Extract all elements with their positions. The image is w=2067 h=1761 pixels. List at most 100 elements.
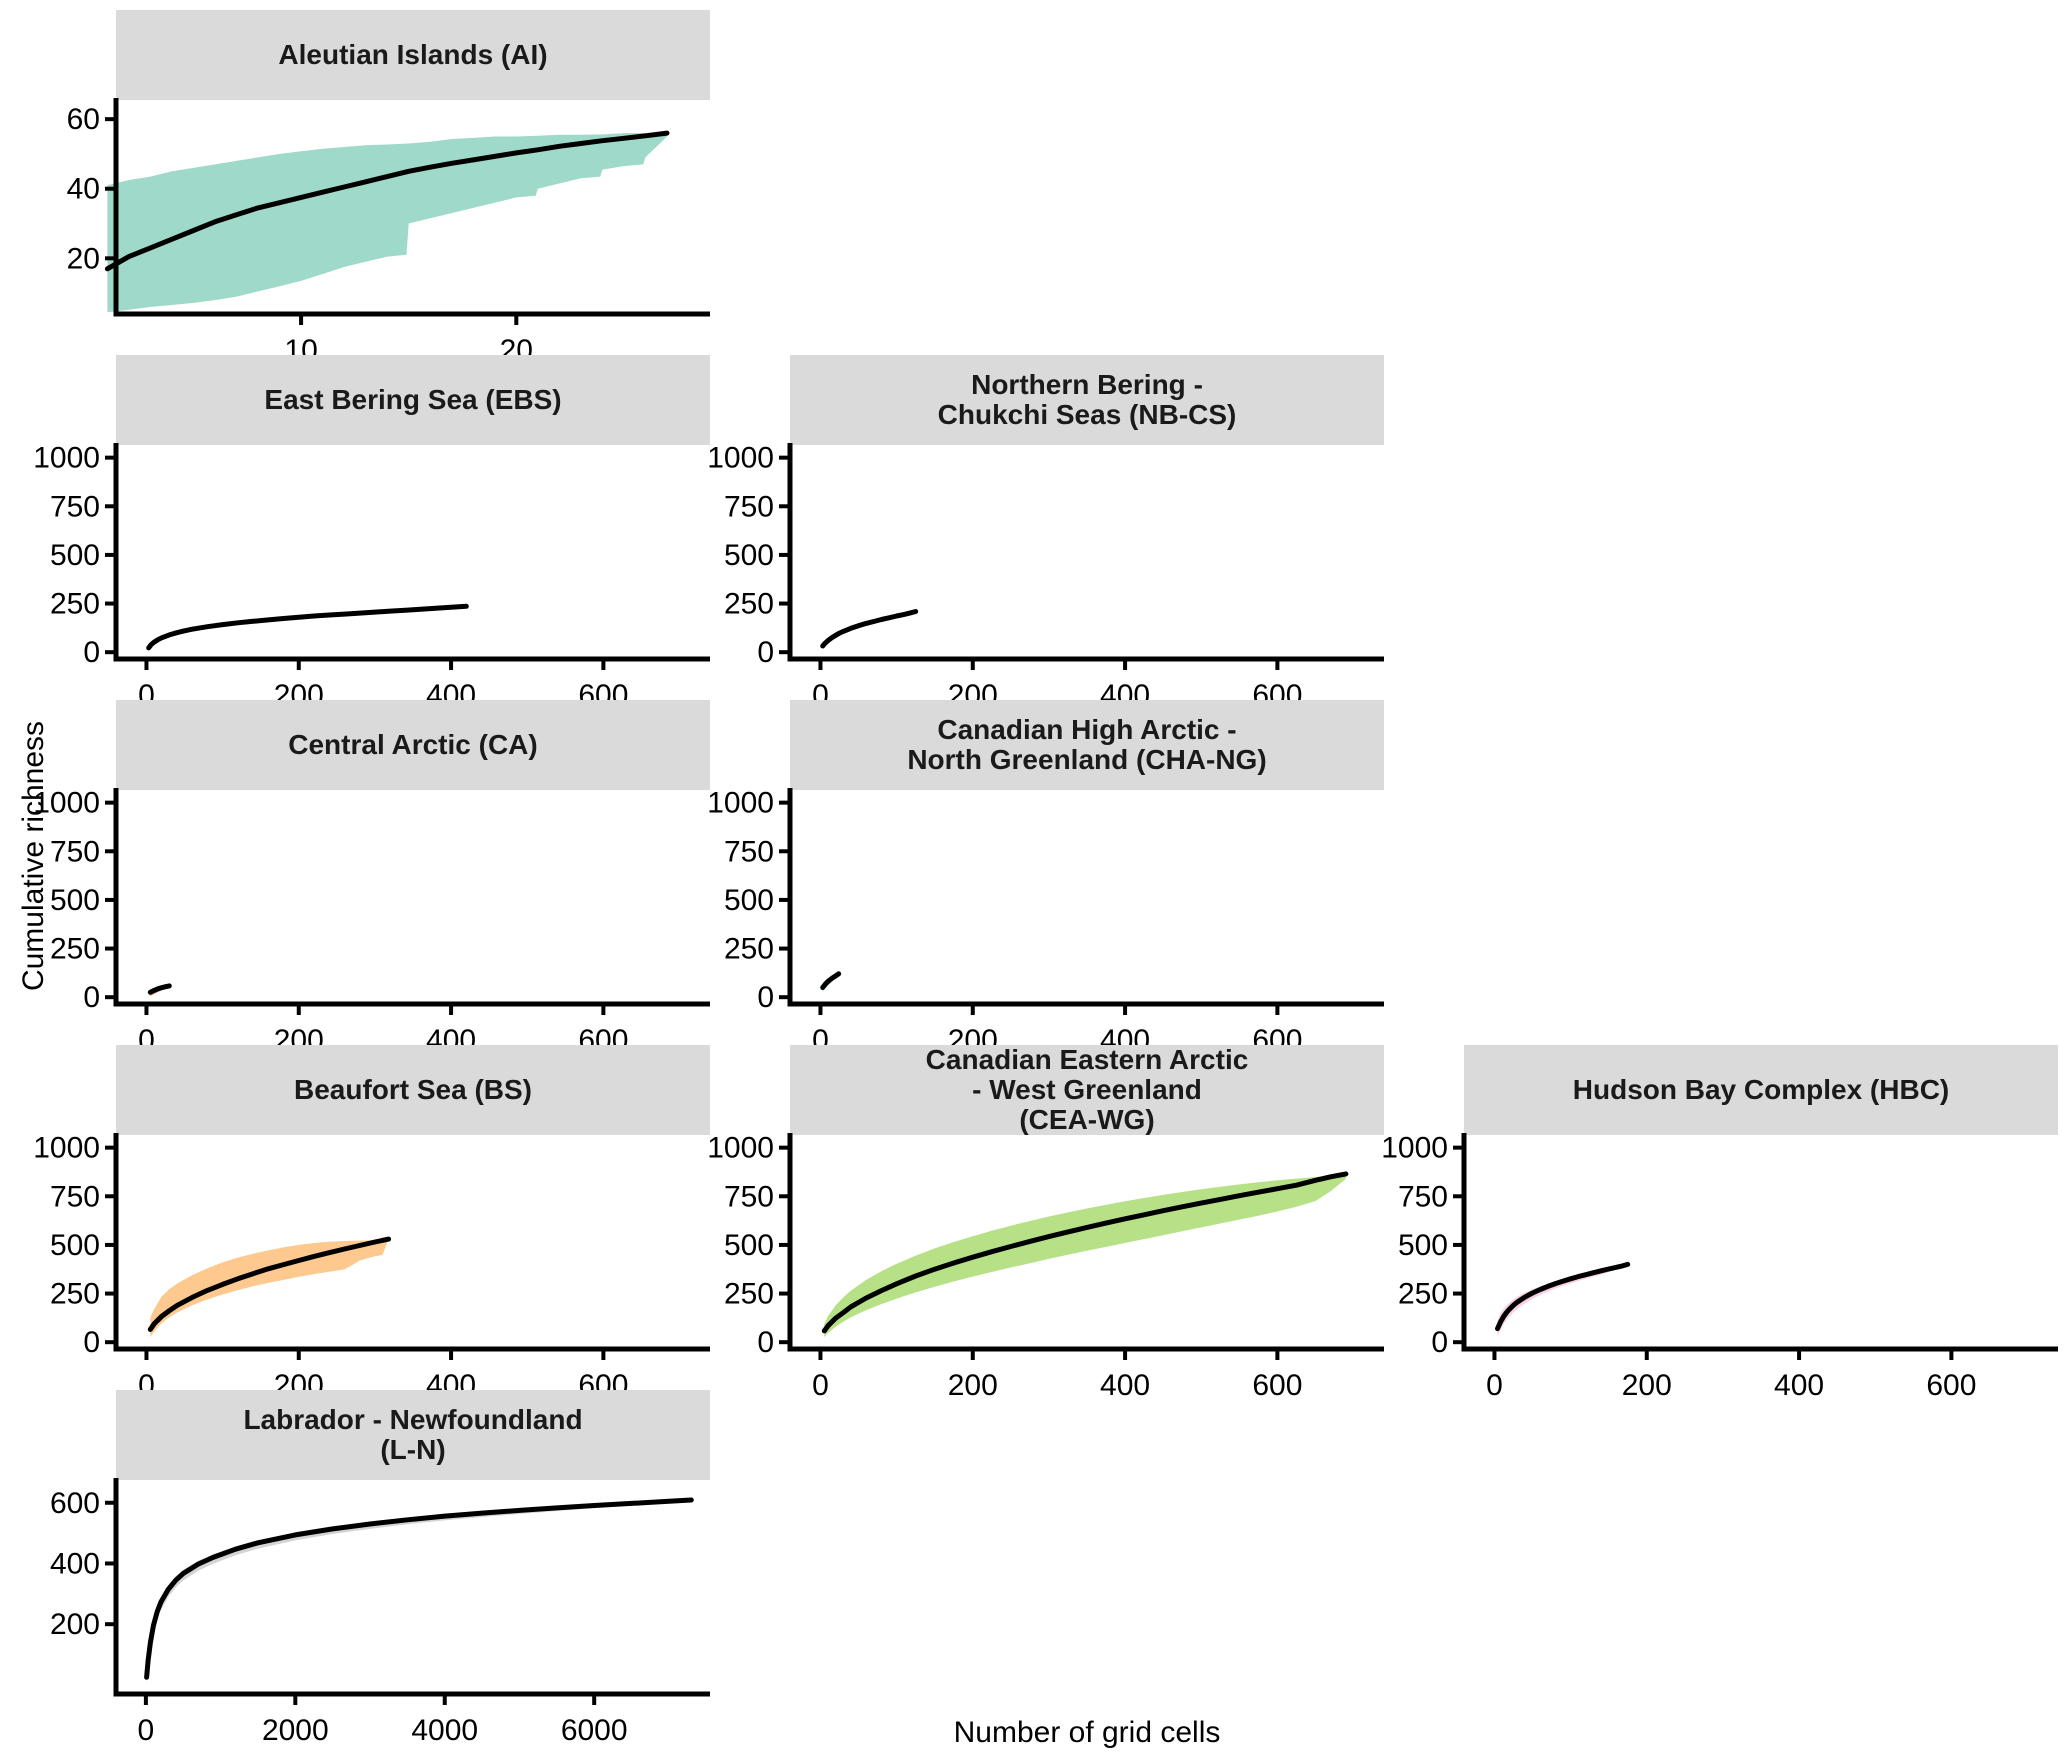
facet-strip: Beaufort Sea (BS) bbox=[116, 1045, 710, 1135]
facet-title-line: - West Greenland bbox=[972, 1074, 1202, 1105]
y-tick-label: 200 bbox=[50, 1608, 100, 1641]
y-tick-label: 750 bbox=[50, 835, 100, 868]
y-tick-label: 0 bbox=[757, 636, 774, 669]
y-axis-title: Cumulative richness bbox=[17, 720, 50, 992]
facet-title-line: Aleutian Islands (AI) bbox=[278, 39, 548, 70]
facet-cha-ng: Canadian High Arctic - North Greenland (C… bbox=[707, 700, 1384, 1058]
facet-plot: 0 2000 4000 6000 200 400 600 bbox=[50, 1478, 710, 1747]
y-tick-label: 500 bbox=[1398, 1229, 1448, 1262]
x-tick-label: 200 bbox=[948, 1369, 998, 1402]
facet-ai: Aleutian Islands (AI) 10 20 20 40 60 bbox=[54, 10, 710, 368]
x-tick-label: 200 bbox=[1622, 1369, 1672, 1402]
facet-title-line: Chukchi Seas (NB-CS) bbox=[937, 399, 1237, 430]
ribbon-area bbox=[146, 1499, 692, 1684]
y-tick-label: 0 bbox=[83, 981, 100, 1014]
y-tick-label: 20 bbox=[67, 242, 100, 275]
mean-line bbox=[821, 1171, 1349, 1334]
y-tick-label: 500 bbox=[50, 1229, 100, 1262]
x-tick-label: 400 bbox=[1774, 1369, 1824, 1402]
facet-title-line: Hudson Bay Complex (HBC) bbox=[1572, 1074, 1950, 1105]
y-tick-label: 250 bbox=[724, 933, 774, 966]
x-tick-label: 400 bbox=[1100, 1369, 1150, 1402]
y-tick-label: 250 bbox=[724, 588, 774, 621]
y-tick-label: 750 bbox=[1398, 1180, 1448, 1213]
y-tick-label: 750 bbox=[724, 490, 774, 523]
x-tick-label: 0 bbox=[812, 1369, 829, 1402]
x-tick-label: 600 bbox=[1926, 1369, 1976, 1402]
x-tick-label: 0 bbox=[138, 1714, 155, 1747]
y-tick-label: 1000 bbox=[707, 442, 774, 475]
y-tick-label: 600 bbox=[50, 1487, 100, 1520]
y-tick-label: 750 bbox=[724, 1180, 774, 1213]
mean-line bbox=[147, 1236, 392, 1332]
x-tick-label: 600 bbox=[1252, 1369, 1302, 1402]
facet-cea-wg: Canadian Eastern Arctic - West Greenland(… bbox=[707, 1045, 1384, 1403]
facet-title-line: Canadian Eastern Arctic bbox=[925, 1044, 1249, 1075]
facet-title-line: Northern Bering - bbox=[971, 369, 1203, 400]
y-tick-label: 500 bbox=[724, 539, 774, 572]
y-tick-label: 1000 bbox=[1381, 1132, 1448, 1165]
y-tick-label: 0 bbox=[757, 981, 774, 1014]
x-tick-label: 6000 bbox=[561, 1714, 628, 1747]
y-tick-label: 40 bbox=[67, 173, 100, 206]
y-tick-label: 0 bbox=[83, 1326, 100, 1359]
facet-title-line: (L-N) bbox=[380, 1434, 446, 1465]
y-tick-label: 60 bbox=[67, 103, 100, 136]
facet-title-line: Beaufort Sea (BS) bbox=[293, 1074, 533, 1105]
mean-line bbox=[146, 603, 469, 651]
facet-l-n: Labrador - Newfoundland (L-N) 0 2000 4000 600… bbox=[50, 1390, 710, 1748]
ribbon-area bbox=[150, 1238, 389, 1338]
mean-line bbox=[147, 983, 172, 995]
facet-strip: Labrador - Newfoundland (L-N) bbox=[116, 1390, 710, 1480]
facet-strip: Aleutian Islands (AI) bbox=[116, 10, 710, 100]
y-tick-label: 1000 bbox=[33, 442, 100, 475]
facet-strip: Northern Bering - Chukchi Seas (NB-CS) bbox=[790, 355, 1384, 445]
x-tick-label: 0 bbox=[1486, 1369, 1503, 1402]
mean-line bbox=[820, 609, 919, 649]
mean-line bbox=[820, 971, 842, 990]
facet-title-line: East Bering Sea (EBS) bbox=[264, 384, 562, 415]
facet-strip: Hudson Bay Complex (HBC) bbox=[1464, 1045, 2058, 1135]
y-tick-label: 750 bbox=[50, 1180, 100, 1213]
x-axis-title: Number of grid cells bbox=[953, 1716, 1221, 1749]
ribbon-area bbox=[107, 132, 667, 313]
y-tick-label: 250 bbox=[724, 1278, 774, 1311]
facet-strip: Central Arctic (CA) bbox=[116, 700, 710, 790]
y-tick-label: 250 bbox=[50, 1278, 100, 1311]
y-tick-label: 500 bbox=[724, 884, 774, 917]
y-tick-label: 1000 bbox=[33, 1132, 100, 1165]
facet-nb-cs: Northern Bering - Chukchi Seas (NB-CS) 0 20… bbox=[707, 355, 1384, 713]
facet-strip: Canadian Eastern Arctic - West Greenland(… bbox=[790, 1045, 1384, 1135]
facet-strip: Canadian High Arctic - North Greenland (C… bbox=[790, 700, 1384, 790]
facet-title-line: Canadian High Arctic - bbox=[937, 714, 1237, 745]
facet-title-line: North Greenland (CHA-NG) bbox=[907, 744, 1267, 775]
ribbon-area bbox=[824, 1172, 1346, 1338]
facet-ca: Central Arctic (CA) 0 200 400 600 0 250 500 750 1… bbox=[33, 700, 710, 1058]
facet-title-line: Labrador - Newfoundland bbox=[243, 1404, 583, 1435]
y-tick-label: 250 bbox=[50, 588, 100, 621]
y-tick-label: 500 bbox=[724, 1229, 774, 1262]
x-tick-label: 2000 bbox=[262, 1714, 329, 1747]
facet-strip: East Bering Sea (EBS) bbox=[116, 355, 710, 445]
y-tick-label: 500 bbox=[50, 539, 100, 572]
y-tick-label: 1000 bbox=[33, 787, 100, 820]
mean-line bbox=[104, 130, 670, 272]
y-tick-label: 250 bbox=[1398, 1278, 1448, 1311]
y-tick-label: 500 bbox=[50, 884, 100, 917]
y-tick-label: 1000 bbox=[707, 787, 774, 820]
y-tick-label: 400 bbox=[50, 1547, 100, 1580]
y-tick-label: 750 bbox=[50, 490, 100, 523]
y-tick-label: 250 bbox=[50, 933, 100, 966]
mean-line bbox=[144, 1497, 694, 1680]
facet-title-line: Central Arctic (CA) bbox=[288, 729, 538, 760]
x-tick-label: 4000 bbox=[411, 1714, 478, 1747]
facet-title-line: (CEA-WG) bbox=[1019, 1104, 1155, 1135]
